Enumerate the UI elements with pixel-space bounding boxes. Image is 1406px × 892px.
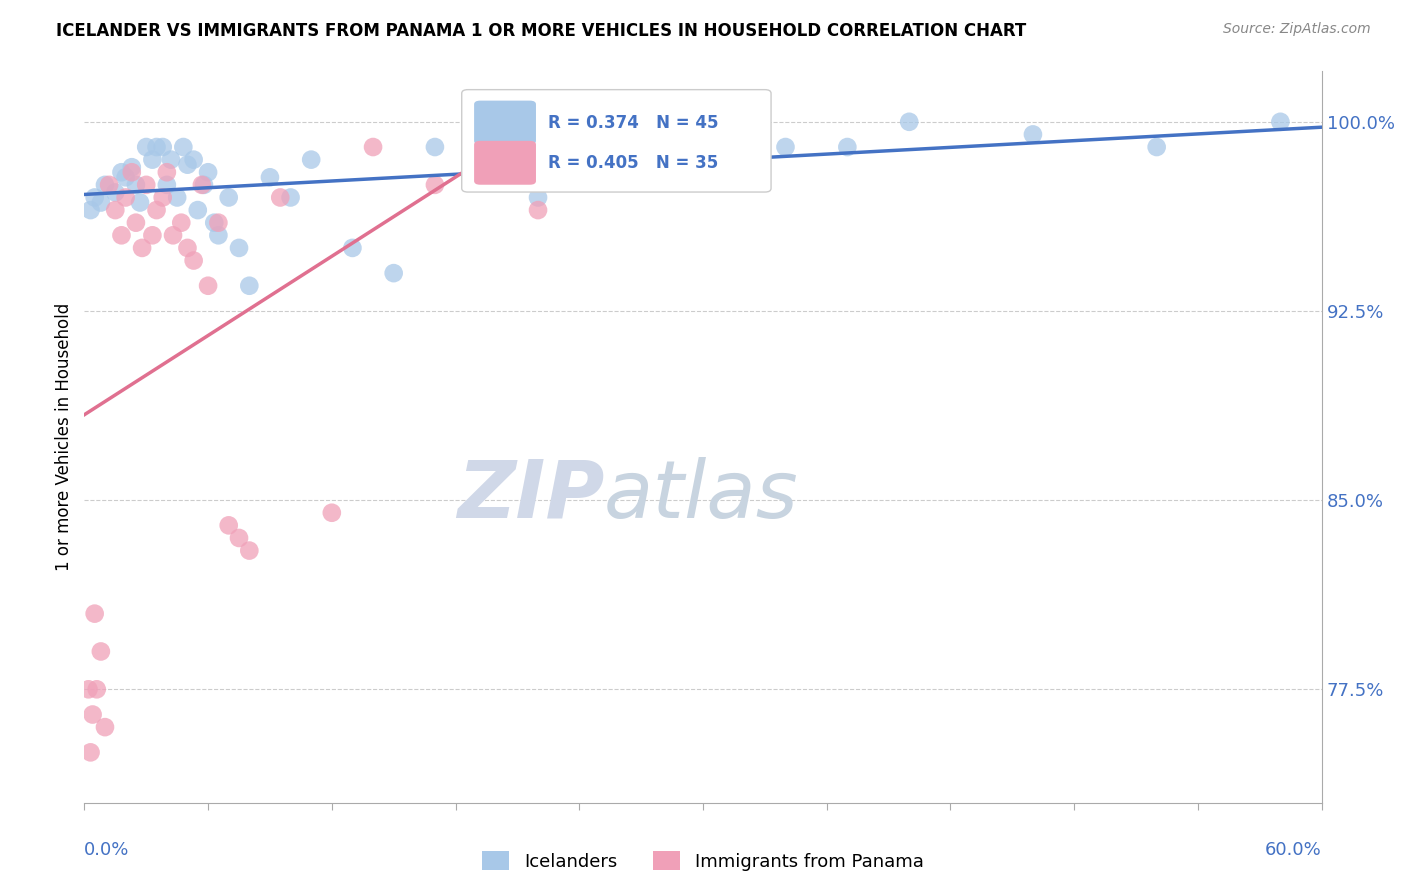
Point [86,682,108,697]
Point [465,153,488,167]
Point [238,543,260,558]
Point [589,145,612,159]
Point [79,203,101,218]
Point [259,170,281,185]
Point [125,178,148,192]
Point [162,228,184,243]
Point [1146,140,1168,154]
Point [183,253,205,268]
Point [104,186,127,200]
Text: ICELANDER VS IMMIGRANTS FROM PANAMA 1 OR MORE VEHICLES IN HOUSEHOLD CORRELATION : ICELANDER VS IMMIGRANTS FROM PANAMA 1 OR… [56,22,1026,40]
Text: Source: ZipAtlas.com: Source: ZipAtlas.com [1223,22,1371,37]
Point [485,165,508,179]
Point [121,165,143,179]
Point [651,170,673,185]
Point [299,153,322,167]
Y-axis label: 1 or more Vehicles in Household: 1 or more Vehicles in Household [55,303,73,571]
Point [197,278,219,293]
FancyBboxPatch shape [474,101,536,145]
Text: 60.0%: 60.0% [1265,840,1322,859]
Point [382,266,405,280]
Point [156,178,179,192]
Point [135,140,157,154]
Point [423,178,446,192]
Point [218,190,240,204]
Point [713,128,735,142]
Point [172,140,194,154]
Point [83,607,105,621]
Point [145,140,167,154]
Point [152,140,174,154]
Text: R = 0.405   N = 35: R = 0.405 N = 35 [548,153,718,172]
Point [152,190,174,204]
Point [228,531,250,545]
Point [197,165,219,179]
FancyBboxPatch shape [461,90,770,192]
Point [160,153,183,167]
Point [135,178,157,192]
Point [280,190,302,204]
Point [166,190,188,204]
Text: atlas: atlas [605,457,799,534]
Point [423,140,446,154]
Point [176,158,198,172]
FancyBboxPatch shape [474,141,536,185]
Point [898,115,921,129]
Point [321,506,343,520]
Point [527,190,550,204]
Point [269,190,291,204]
Point [104,203,127,218]
Point [207,228,229,243]
Point [90,195,112,210]
Point [110,228,132,243]
Point [141,153,163,167]
Point [1022,128,1045,142]
Text: 0.0%: 0.0% [84,840,129,859]
Point [141,228,163,243]
Text: R = 0.374   N = 45: R = 0.374 N = 45 [548,113,718,131]
Legend: Icelanders, Immigrants from Panama: Icelanders, Immigrants from Panama [475,844,931,878]
Point [121,160,143,174]
Point [775,140,797,154]
Point [183,153,205,167]
Point [77,682,100,697]
Point [202,216,225,230]
Point [114,190,136,204]
Point [98,178,121,192]
Point [207,216,229,230]
Point [170,216,193,230]
Point [94,720,117,734]
Point [1270,115,1292,129]
Point [342,241,364,255]
Point [114,170,136,185]
Point [129,195,152,210]
Point [193,178,215,192]
Point [79,745,101,759]
Point [94,178,117,192]
Point [191,178,214,192]
Point [361,140,384,154]
Point [238,278,260,293]
Point [187,203,209,218]
Point [228,241,250,255]
Point [83,190,105,204]
Point [125,216,148,230]
Point [90,644,112,658]
Point [218,518,240,533]
Point [82,707,104,722]
Point [837,140,859,154]
Point [131,241,153,255]
Point [527,203,550,218]
Point [145,203,167,218]
Text: ZIP: ZIP [457,457,605,534]
Point [110,165,132,179]
Point [176,241,198,255]
Point [156,165,179,179]
